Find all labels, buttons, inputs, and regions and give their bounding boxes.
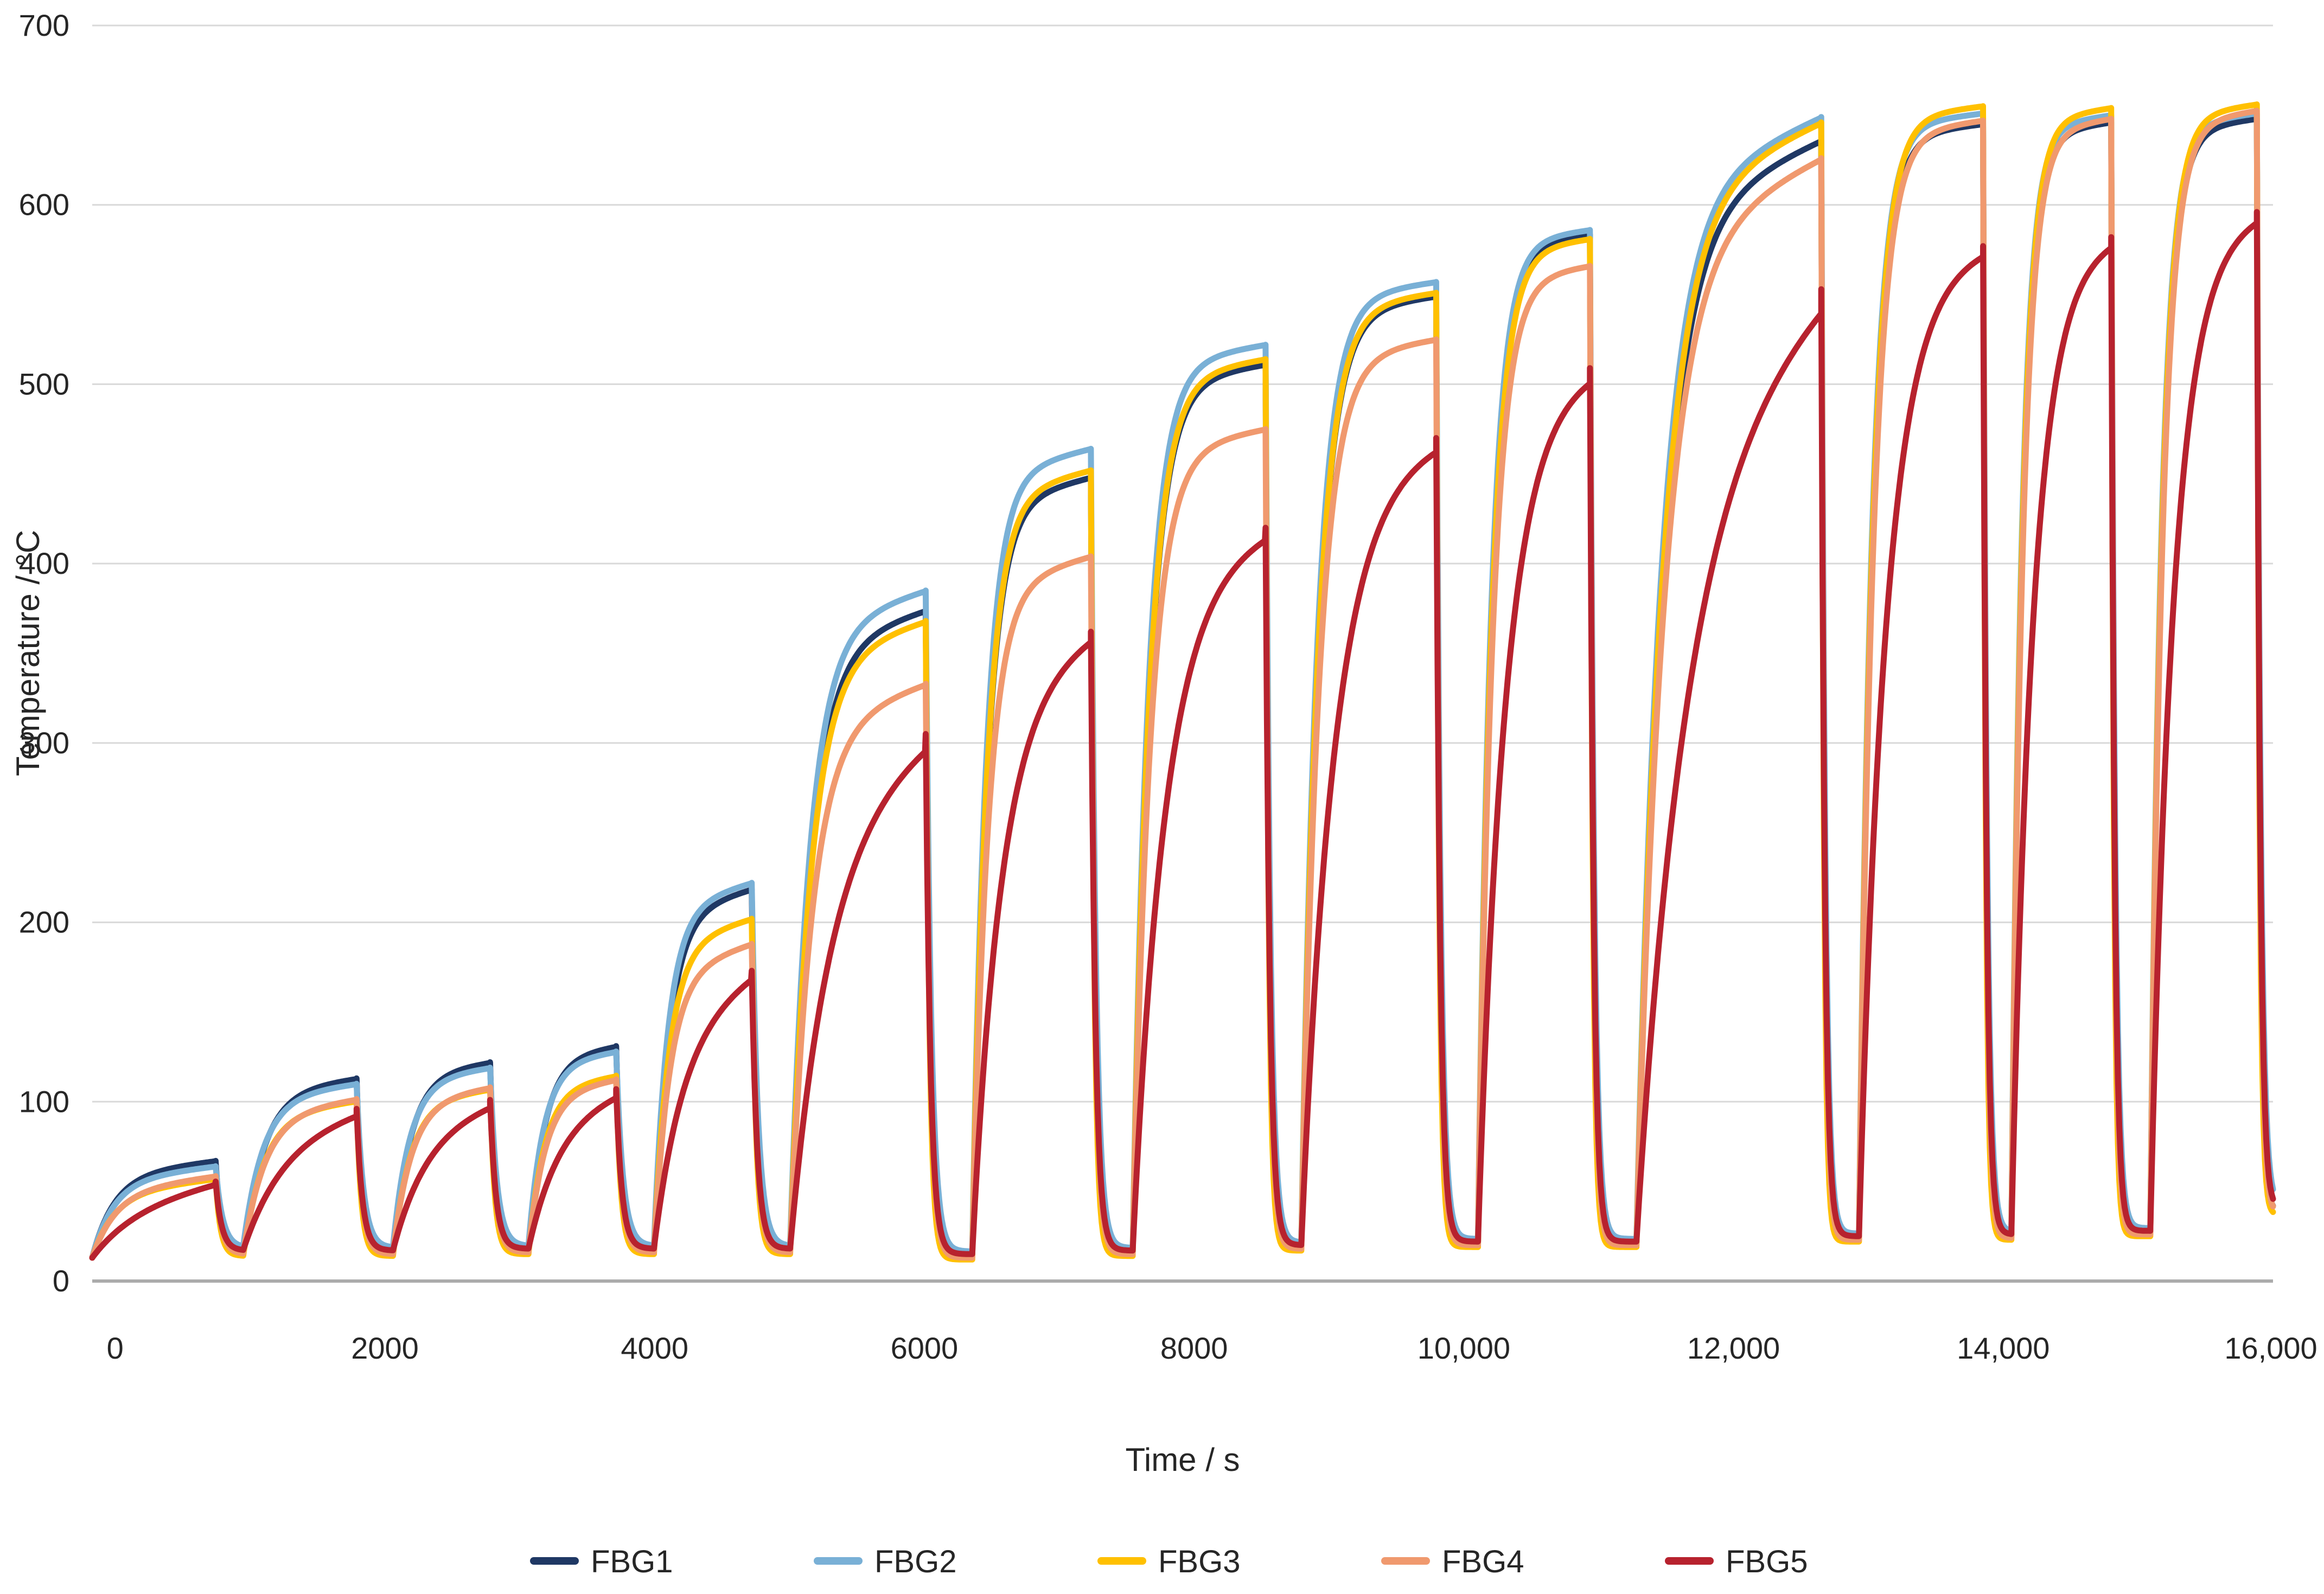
- series-lines: [89, 101, 2276, 1263]
- legend-swatch-fbg2: [814, 1557, 863, 1565]
- x-axis-title: Time / s: [1125, 1442, 1240, 1478]
- x-tick-label: 6000: [891, 1331, 959, 1365]
- legend-swatch-fbg3: [1097, 1557, 1146, 1565]
- x-tick-label: 8000: [1160, 1331, 1228, 1365]
- x-tick-labels: 0 2000 4000 6000 8000 10,000 12,000 14,000 16,00…: [107, 1331, 2317, 1365]
- series-line-fbg2: [89, 110, 2276, 1261]
- x-tick-label: 4000: [621, 1331, 688, 1365]
- legend-swatch-fbg5: [1665, 1557, 1714, 1565]
- y-tick-label: 600: [19, 188, 69, 222]
- x-tick-label: 12,000: [1687, 1331, 1780, 1365]
- legend-item-fbg5: FBG5: [1665, 1544, 1808, 1579]
- x-tick-label: 16,000: [2224, 1331, 2317, 1365]
- series-line-fbg5: [89, 209, 2276, 1261]
- y-tick-label: 0: [53, 1264, 69, 1298]
- y-tick-label: 700: [19, 8, 69, 42]
- y-gridlines: [92, 24, 2273, 1283]
- legend-item-fbg4: FBG4: [1381, 1544, 1524, 1579]
- legend-label-fbg2: FBG2: [874, 1544, 957, 1579]
- x-tick-label: 14,000: [1957, 1331, 2050, 1365]
- x-tick-label: 0: [107, 1331, 124, 1365]
- legend-label-fbg1: FBG1: [591, 1544, 673, 1579]
- x-tick-label: 2000: [351, 1331, 419, 1365]
- legend-item-fbg2: FBG2: [814, 1544, 957, 1579]
- y-tick-labels: 0 100 200 300 400 500 600 700: [19, 8, 69, 1298]
- series-line-fbg4: [89, 107, 2276, 1261]
- x-tick-label: 10,000: [1418, 1331, 1510, 1365]
- y-tick-label: 300: [19, 726, 69, 760]
- legend-label-fbg3: FBG3: [1158, 1544, 1241, 1579]
- series-line-fbg3: [89, 101, 2276, 1263]
- y-tick-label: 400: [19, 546, 69, 580]
- y-axis-title: Temperature / °C: [10, 530, 46, 776]
- legend-label-fbg4: FBG4: [1442, 1544, 1524, 1579]
- y-tick-label: 500: [19, 367, 69, 401]
- y-tick-label: 100: [19, 1084, 69, 1118]
- legend: FBG1 FBG2 FBG3 FBG4 FBG5: [530, 1544, 1808, 1579]
- legend-swatch-fbg1: [530, 1557, 579, 1565]
- legend-item-fbg1: FBG1: [530, 1544, 673, 1579]
- legend-label-fbg5: FBG5: [1726, 1544, 1808, 1579]
- y-tick-label: 200: [19, 905, 69, 939]
- legend-swatch-fbg4: [1381, 1557, 1430, 1565]
- legend-item-fbg3: FBG3: [1097, 1544, 1241, 1579]
